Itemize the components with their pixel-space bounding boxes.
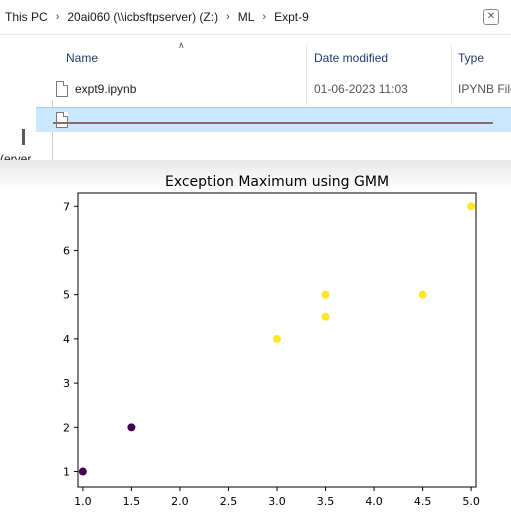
breadcrumb-drive[interactable]: 20ai060 (\\icbsftpserver) (Z:) (67, 10, 219, 24)
x-tick-label: 4.5 (414, 495, 432, 508)
scatter-point (418, 290, 427, 299)
file-name: expt9.ipynb (75, 82, 137, 96)
chevron-right-icon: › (226, 11, 230, 23)
chevron-right-icon: › (55, 11, 60, 23)
column-separator[interactable] (306, 45, 307, 105)
y-tick-label: 6 (63, 244, 70, 257)
scatter-point (321, 312, 330, 321)
scatter-point (321, 290, 330, 299)
x-tick-label: 1.5 (123, 495, 141, 508)
y-tick-label: 5 (63, 289, 70, 302)
file-explorer-window: This PC › 20ai060 (\\icbsftpserver) (Z:)… (0, 0, 511, 163)
close-icon[interactable]: ✕ (483, 9, 499, 25)
column-header-date[interactable]: Date modified (314, 51, 389, 65)
sort-up-icon: ∧ (178, 40, 185, 50)
x-tick-label: 5.0 (462, 495, 480, 508)
x-tick-label: 2.5 (220, 495, 238, 508)
scatter-point (78, 467, 87, 476)
y-tick-label: 3 (63, 377, 70, 390)
x-tick-label: 1.0 (74, 495, 92, 508)
y-axis: 1 2 3 4 5 6 7 (63, 200, 78, 479)
x-tick-label: 4.0 (365, 495, 383, 508)
scatter-point (273, 334, 281, 343)
x-tick-label: 3.0 (268, 495, 286, 508)
file-date-modified: 01-06-2023 11:03 (314, 82, 408, 96)
navigation-pane: erver) ytes (0, 35, 36, 163)
file-icon (56, 81, 68, 97)
scatter-chart: Exception Maximum using GMM 1.0 1.5 2.0 2.5… (0, 163, 511, 514)
y-tick-label: 7 (63, 200, 70, 213)
data-points (78, 202, 476, 476)
column-header-name[interactable]: Name (66, 51, 99, 65)
breadcrumb-ml[interactable]: ML (237, 10, 255, 24)
scatter-point (127, 423, 136, 432)
address-bar[interactable]: This PC › 20ai060 (\\icbsftpserver) (Z:)… (0, 0, 511, 34)
column-separator[interactable] (451, 45, 452, 105)
y-tick-label: 2 (63, 421, 70, 434)
file-row[interactable]: expt9.ipynb 01-06-2023 11:03 IPYNB File (36, 77, 511, 101)
chart-canvas: Exception Maximum using GMM 1.0 1.5 2.0 2.5… (63, 174, 480, 508)
x-tick-label: 3.5 (317, 495, 335, 508)
file-icon (56, 112, 68, 128)
rename-box (53, 122, 493, 124)
chevron-right-icon: › (262, 11, 267, 23)
breadcrumb-expt-9[interactable]: Expt-9 (274, 10, 309, 24)
x-tick-label: 2.0 (171, 495, 189, 508)
y-tick-label: 4 (63, 333, 70, 346)
breadcrumb-this-pc[interactable]: This PC (5, 10, 48, 24)
file-type: IPYNB File (458, 82, 511, 96)
address-divider (0, 34, 511, 35)
selected-file-row[interactable] (36, 107, 511, 132)
chart-title: Exception Maximum using GMM (165, 174, 389, 190)
y-tick-label: 1 (63, 466, 70, 479)
x-axis: 1.0 1.5 2.0 2.5 3.0 3.5 4.0 4.5 5.0 (74, 487, 480, 508)
sidebar-scrollbar[interactable] (22, 129, 25, 145)
sidebar-item-network-drive[interactable]: erver) (0, 152, 32, 163)
window-shadow (0, 160, 511, 190)
scatter-point (467, 202, 476, 211)
column-header-type[interactable]: Type (458, 51, 485, 65)
